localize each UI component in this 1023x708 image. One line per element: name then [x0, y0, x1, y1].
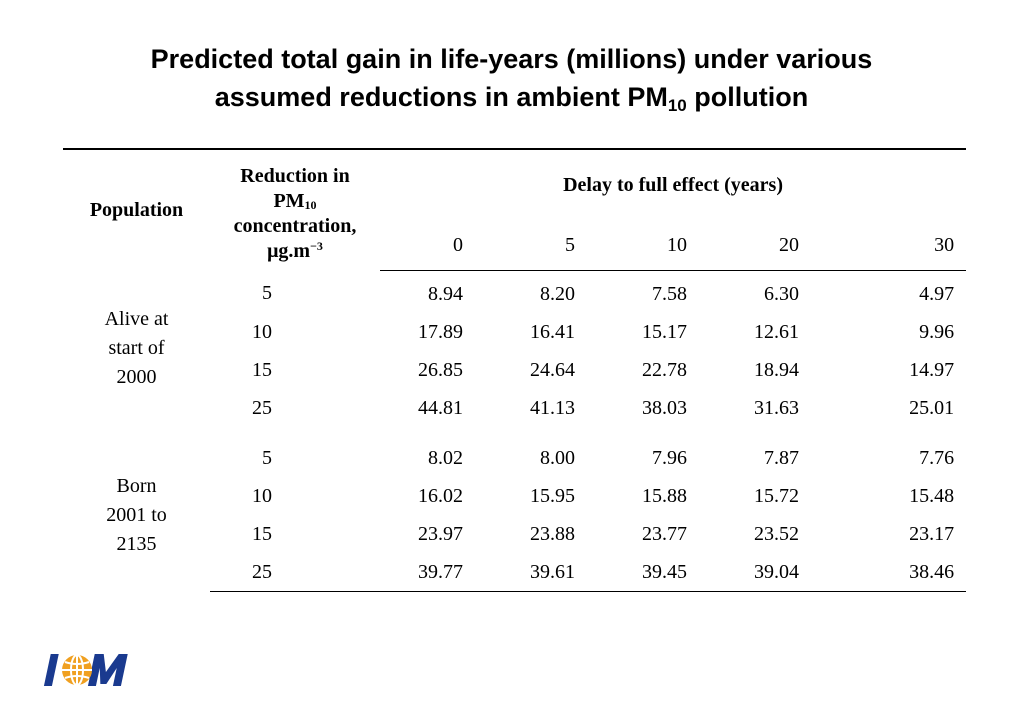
delay-column-header: 20	[699, 220, 811, 271]
table-row: 15 26.85 24.64 22.78 18.94 14.97	[63, 351, 966, 389]
population-cell: Alive at start of 2000	[104, 308, 169, 389]
reduction-header-line4: μg.m−3	[210, 239, 380, 264]
reduction-header-unit: μg.m	[267, 239, 311, 262]
reduction-cell: 15	[252, 522, 272, 545]
reduction-header-unit-sup: −3	[310, 238, 323, 253]
logo-letter-m	[87, 654, 128, 686]
value-cell: 24.64	[530, 358, 575, 381]
reduction-cell: 10	[252, 484, 272, 507]
reduction-header: Reduction in PM10 concentration, μg.m−3	[210, 148, 380, 271]
title-line-2-text: assumed reductions in ambient PM	[214, 82, 668, 112]
reduction-header-line1: Reduction in	[240, 164, 350, 187]
reduction-cell: 15	[252, 358, 272, 381]
value-cell: 23.52	[754, 522, 799, 545]
reduction-header-pm-sub: 10	[304, 197, 317, 212]
value-cell: 16.41	[530, 320, 575, 343]
value-cell: 22.78	[642, 358, 687, 381]
value-cell: 8.94	[428, 282, 463, 305]
reduction-cell: 10	[252, 320, 272, 343]
value-cell: 15.17	[642, 320, 687, 343]
title-line-2: assumed reductions in ambient PM10 pollu…	[0, 78, 1023, 116]
value-cell: 17.89	[418, 320, 463, 343]
title-subscript: 10	[667, 96, 687, 115]
reduction-cell: 25	[210, 553, 380, 592]
reduction-header-pm: PM	[273, 189, 305, 212]
table-row: 25 44.81 41.13 38.03 31.63 25.01	[63, 389, 966, 427]
delay-column-header: 30	[811, 220, 967, 271]
page-title: Predicted total gain in life-years (mill…	[0, 40, 1023, 116]
value-cell: 7.76	[919, 446, 955, 469]
reduction-header-line3: concentration,	[233, 214, 357, 237]
value-cell: 23.17	[909, 522, 955, 545]
population-cell: Born 2001 to 2135	[106, 474, 167, 555]
value-cell: 6.30	[764, 282, 799, 305]
value-cell: 25.01	[909, 396, 955, 419]
value-cell: 7.87	[764, 446, 799, 469]
value-cell: 15.48	[909, 484, 955, 507]
value-cell: 4.97	[919, 282, 955, 305]
population-header: Population	[63, 148, 210, 271]
delay-column-header: 10	[587, 220, 699, 271]
value-cell: 39.77	[380, 553, 475, 592]
title-line-1: Predicted total gain in life-years (mill…	[150, 44, 873, 74]
value-cell: 14.97	[909, 358, 955, 381]
value-cell: 15.88	[642, 484, 687, 507]
logo-letter-i	[43, 654, 59, 686]
value-cell: 8.02	[428, 446, 463, 469]
logo-globe	[62, 654, 92, 686]
value-cell: 8.00	[540, 446, 575, 469]
value-cell: 23.77	[642, 522, 687, 545]
table-row: Alive at start of 2000 5 8.94 8.20 7.58 6.30 4…	[63, 271, 966, 388]
value-cell: 26.85	[418, 358, 463, 381]
table-row: Born 2001 to 2135 5 8.02 8.00 7.96 7.87 7.76	[63, 439, 966, 555]
reduction-header-line2: PM10	[210, 189, 380, 214]
delay-column-header: 5	[475, 220, 587, 271]
value-cell: 12.61	[754, 320, 799, 343]
value-cell: 7.96	[652, 446, 687, 469]
table-row: 10 16.02 15.95 15.88 15.72 15.48	[63, 477, 966, 515]
delay-column-header: 0	[380, 220, 475, 271]
value-cell: 44.81	[418, 396, 463, 419]
value-cell: 39.04	[699, 553, 811, 592]
value-cell: 38.03	[642, 396, 687, 419]
group-spacer	[63, 427, 966, 439]
value-cell: 23.97	[418, 522, 463, 545]
iom-logo	[43, 654, 128, 686]
reduction-cell: 5	[262, 446, 272, 469]
reduction-cell: 25	[252, 396, 272, 419]
value-cell: 39.61	[475, 553, 587, 592]
life-years-table: Population Reduction in PM10 concentrati…	[63, 148, 967, 592]
value-cell: 39.45	[587, 553, 699, 592]
value-cell: 16.02	[418, 484, 463, 507]
value-cell: 38.46	[811, 553, 967, 592]
value-cell: 18.94	[754, 358, 799, 381]
value-cell: 23.88	[530, 522, 575, 545]
value-cell: 9.96	[919, 320, 955, 343]
value-cell: 15.95	[530, 484, 575, 507]
reduction-cell: 5	[262, 282, 272, 305]
delay-header: Delay to full effect (years)	[380, 148, 967, 220]
value-cell: 8.20	[540, 282, 575, 305]
title-line-2-end: pollution	[686, 82, 809, 112]
value-cell: 7.58	[652, 282, 687, 305]
value-cell: 31.63	[754, 396, 799, 419]
table-row: 15 23.97 23.88 23.77 23.52 23.17	[63, 515, 966, 553]
value-cell: 41.13	[530, 396, 575, 419]
value-cell: 15.72	[754, 484, 799, 507]
table-row: 10 17.89 16.41 15.17 12.61 9.96	[63, 313, 966, 351]
table-row: 25 39.77 39.61 39.45 39.04 38.46	[63, 553, 967, 592]
